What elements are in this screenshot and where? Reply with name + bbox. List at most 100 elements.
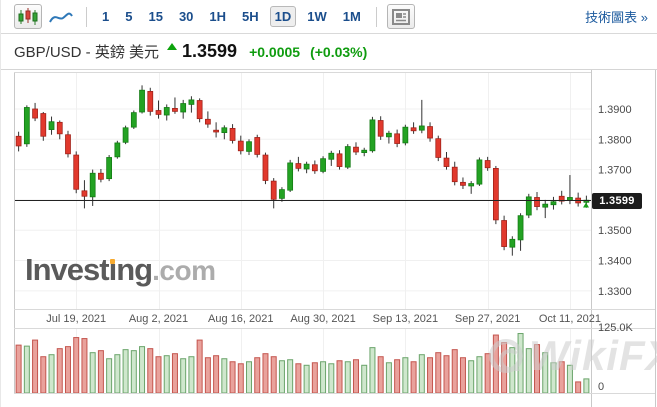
candlestick-chart-type-button[interactable] xyxy=(14,4,42,29)
timeframe-15[interactable]: 15 xyxy=(143,6,167,27)
candle-body xyxy=(139,89,145,113)
volume-bar xyxy=(32,339,39,394)
x-axis-label: Sep 27, 2021 xyxy=(455,313,520,325)
volume-bar xyxy=(476,356,483,394)
volume-bar xyxy=(468,360,475,394)
volume-bar xyxy=(344,361,351,394)
candle-body xyxy=(377,120,384,137)
volume-bar xyxy=(89,352,96,394)
volume-bar xyxy=(311,362,318,394)
timeframe-5[interactable]: 5 xyxy=(120,6,137,27)
y-axis-label: 1.3800 xyxy=(598,134,632,146)
volume-bar xyxy=(418,354,425,394)
technical-chart-link[interactable]: 技術圖表 » xyxy=(585,10,648,25)
y-axis-label: 1.3500 xyxy=(598,225,632,237)
candle-body xyxy=(196,100,203,120)
volume-bar xyxy=(246,361,253,394)
candle-body xyxy=(65,134,71,155)
candle-body xyxy=(320,158,326,172)
candle-body xyxy=(279,189,285,199)
candle-body xyxy=(468,183,475,187)
candle-body xyxy=(435,138,442,158)
volume-bar xyxy=(336,360,343,394)
candle-body xyxy=(229,127,236,141)
candle-body xyxy=(550,201,557,206)
volume-bar xyxy=(394,359,401,394)
volume-bar xyxy=(106,358,113,394)
volume-bar xyxy=(328,363,335,394)
volume-bar xyxy=(229,361,236,394)
volume-bar xyxy=(287,359,294,394)
timeframe-1[interactable]: 1 xyxy=(97,6,114,27)
candle-body xyxy=(32,108,38,119)
news-panel-button[interactable] xyxy=(386,4,415,29)
candle-body xyxy=(353,146,359,153)
candle-body xyxy=(246,141,252,152)
candle-body xyxy=(295,163,302,169)
candle-body xyxy=(56,121,63,135)
x-axis-label: Aug 30, 2021 xyxy=(290,313,355,325)
x-axis-label: Sep 13, 2021 xyxy=(373,313,438,325)
y-axis-label: 1.3700 xyxy=(598,165,632,177)
volume-bar xyxy=(369,347,376,394)
candle-body xyxy=(270,180,277,200)
candle-body xyxy=(73,154,80,190)
candle-body xyxy=(221,127,228,133)
candle-body xyxy=(328,152,335,160)
volume-bar xyxy=(459,357,466,394)
volume-bar xyxy=(97,350,104,394)
candle-body xyxy=(394,133,401,144)
last-price: 1.3599 xyxy=(182,41,238,61)
candle-body xyxy=(122,127,129,143)
candle-body xyxy=(418,125,425,131)
line-chart-type-button[interactable] xyxy=(46,4,76,29)
volume-bar xyxy=(278,360,285,394)
volume-bar xyxy=(73,337,80,394)
volume-bar xyxy=(155,356,162,394)
current-price-badge: 1.3599 xyxy=(592,192,642,209)
candle-body xyxy=(23,107,30,145)
timeframe-1H[interactable]: 1H xyxy=(204,6,231,27)
y-axis-label: 1.3300 xyxy=(598,286,632,298)
timeframe-30[interactable]: 30 xyxy=(174,6,198,27)
x-axis-label: Aug 2, 2021 xyxy=(129,313,188,325)
candle-body xyxy=(542,203,549,208)
candle-body xyxy=(344,146,351,168)
volume-axis-max-label: 125.0K xyxy=(598,322,634,334)
timeframe-group: 1 5 15 30 1H 5H 1D 1W 1M xyxy=(97,6,366,27)
candle-body xyxy=(501,220,507,247)
volume-bar xyxy=(163,355,170,394)
volume-bar xyxy=(23,345,30,394)
volume-bar xyxy=(402,357,409,394)
volume-bar xyxy=(295,363,302,394)
volume-bar xyxy=(196,339,203,394)
volume-bar xyxy=(320,361,327,394)
candle-body xyxy=(130,112,137,128)
x-axis-label: Jul 19, 2021 xyxy=(46,313,106,325)
candle-body xyxy=(558,195,565,202)
quote-bar: GBP/USD - 英鎊 美元 1.3599 +0.0005 (+0.03%) xyxy=(1,34,657,70)
volume-bar xyxy=(377,356,384,394)
candle-body xyxy=(525,196,532,216)
candle-body xyxy=(443,157,450,167)
candle-body xyxy=(311,164,318,172)
symbol-title: GBP/USD - 英鎊 美元 xyxy=(14,44,160,61)
candle-body xyxy=(287,162,294,191)
volume-bar xyxy=(188,356,195,394)
candle-body xyxy=(15,135,22,147)
candle-body xyxy=(147,91,154,112)
timeframe-1W[interactable]: 1W xyxy=(302,6,332,27)
toolbar: 1 5 15 30 1H 5H 1D 1W 1M 技術圖表 » xyxy=(1,0,657,34)
timeframe-5H[interactable]: 5H xyxy=(237,6,264,27)
candle-body xyxy=(509,238,516,248)
timeframe-1D[interactable]: 1D xyxy=(269,6,297,27)
volume-bar xyxy=(451,349,458,394)
volume-bar xyxy=(583,378,590,394)
timeframe-1M[interactable]: 1M xyxy=(338,6,366,27)
line-chart-icon xyxy=(49,12,73,23)
volume-bar xyxy=(64,346,71,394)
watermark-investing: Investı ng.com xyxy=(25,252,216,287)
volume-bar xyxy=(204,357,211,394)
volume-bar xyxy=(410,361,417,394)
